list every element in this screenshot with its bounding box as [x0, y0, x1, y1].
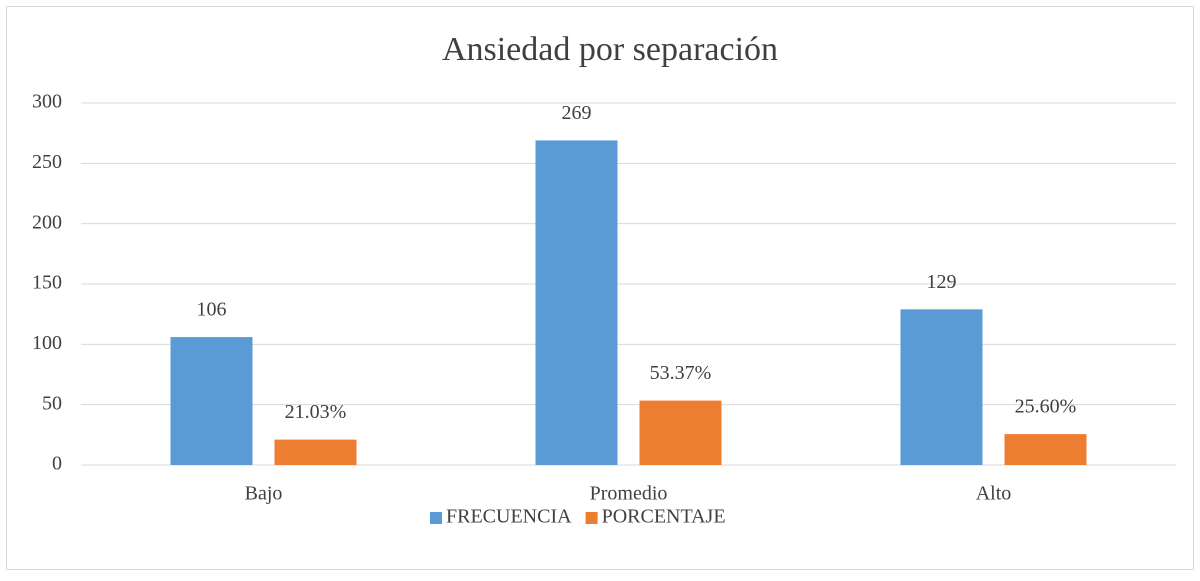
- bar: [1004, 434, 1087, 465]
- x-tick-label: Alto: [976, 483, 1012, 505]
- y-tick-label: 150: [32, 272, 62, 294]
- bar: [535, 140, 618, 465]
- bar: [639, 400, 722, 465]
- y-tick-label: 100: [32, 332, 62, 354]
- data-label: 53.37%: [650, 362, 712, 384]
- y-tick-label: 200: [32, 211, 62, 233]
- bar: [170, 337, 253, 465]
- legend-swatch: [430, 512, 442, 524]
- y-tick-label: 300: [32, 91, 62, 113]
- legend-label: PORCENTAJE: [602, 506, 726, 528]
- chart-title: Ansiedad por separación: [442, 31, 778, 68]
- data-label: 269: [562, 102, 592, 124]
- y-tick-label: 250: [32, 151, 62, 173]
- data-label: 129: [927, 271, 957, 293]
- data-label: 25.60%: [1015, 396, 1077, 418]
- legend-swatch: [585, 512, 598, 524]
- data-label: 106: [197, 299, 227, 321]
- y-tick-label: 50: [42, 392, 62, 414]
- legend-label: FRECUENCIA: [446, 506, 572, 528]
- y-tick-label: 0: [52, 453, 62, 475]
- data-label: 21.03%: [285, 401, 347, 423]
- x-tick-label: Promedio: [590, 483, 668, 505]
- bar: [900, 309, 983, 465]
- bar: [274, 439, 357, 465]
- x-tick-label: Bajo: [245, 483, 283, 505]
